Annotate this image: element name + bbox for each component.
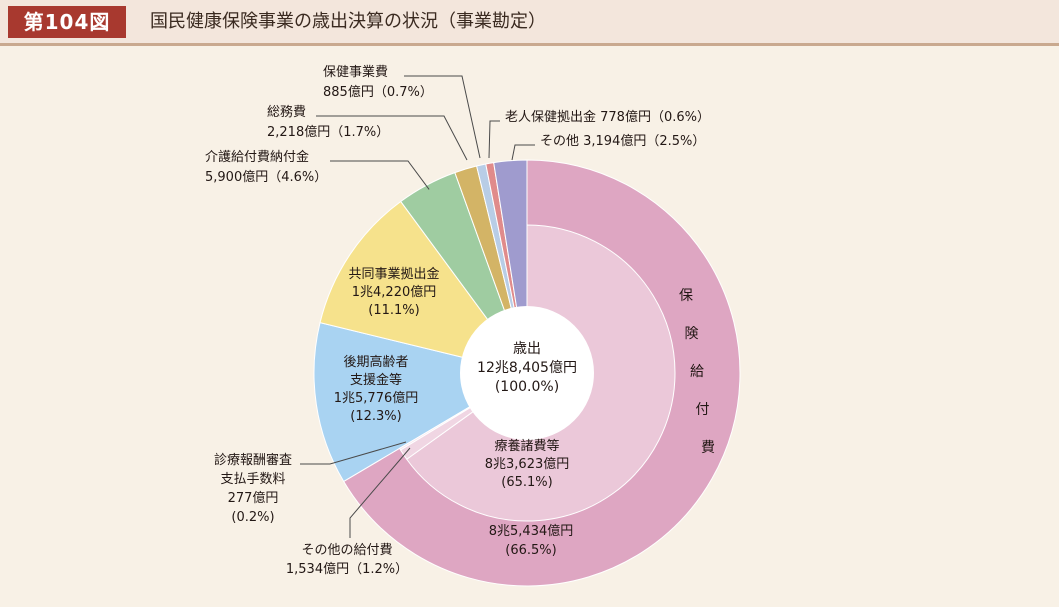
inner-label-1-line: その他の給付費	[301, 543, 392, 558]
inner-ring	[398, 224, 676, 522]
outer-label-3-line: 介護給付費納付金	[205, 149, 309, 165]
vertical-label-char: 費	[701, 440, 715, 456]
inner-label-0-line: 療養諸費等	[494, 438, 559, 454]
outer-label-0-line: (66.5%)	[505, 543, 556, 558]
leader-inner-1	[349, 447, 411, 538]
figure-title: 国民健康保険事業の歳出決算の状況（事業勘定）	[150, 11, 546, 32]
figure-number: 第104図	[8, 6, 126, 38]
outer-label-2-line: 共同事業拠出金	[348, 266, 439, 282]
vertical-label: 保険給付費	[679, 288, 715, 456]
center-label-line: 12兆8,405億円	[477, 360, 577, 376]
outer-label-4-line: 2,218億円（1.7%）	[267, 124, 389, 140]
inner-label-1: その他の給付費 1,534億円（1.2%）	[286, 543, 408, 577]
outer-label-3-line: 5,900億円（4.6%）	[205, 169, 327, 185]
center-label: 歳出 12兆8,405億円 (100.0%)	[477, 341, 577, 395]
outer-label-7-line: その他 3,194億円（2.5%）	[540, 133, 705, 149]
center-label-line: (100.0%)	[495, 379, 559, 395]
inner-label-2: 診療報酬審査支払手数料 277億円 (0.2%)	[214, 452, 292, 525]
leader-7	[511, 144, 535, 161]
leader-4	[316, 115, 468, 161]
outer-label-0: 8兆5,434億円 (66.5%)	[489, 523, 574, 558]
outer-label-6-line: 老人保健拠出金 778億円（0.6%）	[505, 109, 710, 125]
outer-label-4-line: 総務費	[267, 105, 306, 120]
center-hole	[460, 306, 594, 440]
outer-label-2-line: 1兆4,220億円	[352, 284, 437, 300]
outer-label-5: 保健事業費 885億円（0.7%）	[323, 64, 433, 100]
outer-label-1-line: 支援金等	[350, 372, 402, 388]
leader-inner-2	[300, 441, 407, 465]
leader-3	[330, 160, 430, 190]
vertical-label-char: 給	[690, 364, 704, 380]
outer-label-7: その他 3,194億円（2.5%）	[540, 133, 705, 149]
outer-label-2-line: (11.1%)	[368, 303, 419, 318]
inner-label-0: 療養諸費等 8兆3,623億円 (65.1%)	[485, 438, 570, 490]
figure-header: 第104図 国民健康保険事業の歳出決算の状況（事業勘定）	[0, 0, 1059, 46]
inner-label-1-line: 1,534億円（1.2%）	[286, 561, 408, 577]
center-label-line: 歳出	[513, 341, 541, 357]
outer-label-4: 総務費 2,218億円（1.7%）	[267, 105, 389, 140]
leader-lines	[300, 75, 535, 538]
outer-label-6: 老人保健拠出金 778億円（0.6%）	[505, 109, 710, 125]
inner-label-0-line: 8兆3,623億円	[485, 456, 570, 472]
inner-label-2-line: 支払手数料	[220, 472, 285, 487]
outer-label-5-line: 885億円（0.7%）	[323, 84, 433, 100]
inner-label-2-line: 診療報酬審査	[214, 452, 292, 468]
outer-label-1-line: (12.3%)	[350, 409, 401, 424]
vertical-label-char: 付	[696, 402, 710, 418]
leader-6	[488, 120, 500, 159]
inner-label-2-line: 277億円	[228, 490, 279, 506]
outer-label-5-line: 保健事業費	[323, 64, 388, 80]
leader-5	[404, 75, 481, 159]
vertical-label-char: 険	[685, 326, 699, 342]
outer-label-3: 介護給付費納付金 5,900億円（4.6%）	[205, 149, 327, 185]
vertical-label-char: 保	[679, 288, 693, 304]
outer-label-1-line: 後期高齢者	[343, 354, 408, 370]
outer-label-1-line: 1兆5,776億円	[334, 390, 419, 406]
outer-label-0-line: 8兆5,434億円	[489, 523, 574, 539]
slice-labels: 歳出 12兆8,405億円 (100.0%) 保険給付費 8兆5,434億円 (66.5%…	[205, 64, 715, 577]
outer-label-1: 後期高齢者支援金等 1兆5,776億円 (12.3%)	[334, 354, 419, 424]
inner-label-0-line: (65.1%)	[501, 475, 552, 490]
outer-label-2: 共同事業拠出金 1兆4,220億円 (11.1%)	[348, 266, 439, 318]
inner-label-2-line: (0.2%)	[231, 510, 274, 525]
